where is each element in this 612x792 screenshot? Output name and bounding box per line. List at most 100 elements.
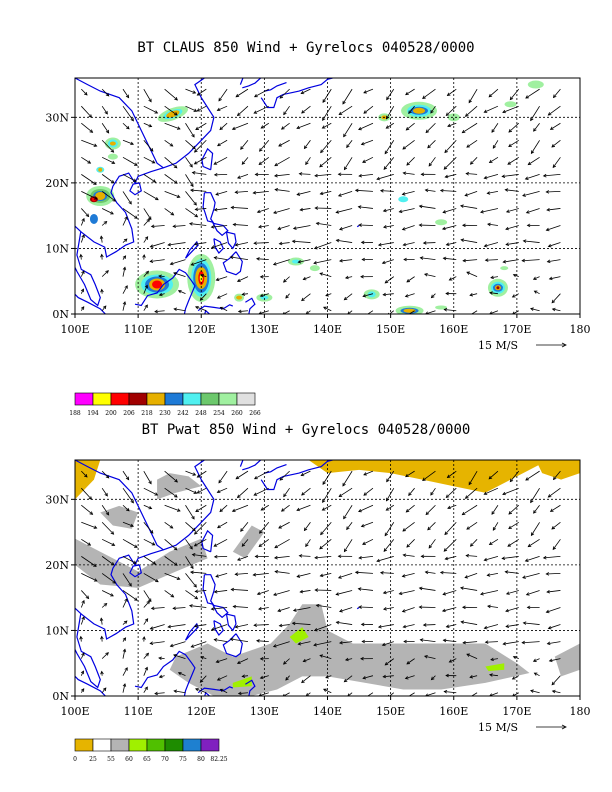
wind-vector: [386, 122, 395, 129]
wind-vector-head: [123, 238, 128, 242]
coastline: [129, 182, 142, 196]
wind-vector: [143, 208, 152, 220]
wind-vector: [382, 641, 394, 646]
wind-vector-head: [406, 279, 411, 283]
wind-vector: [192, 172, 207, 175]
wind-vector-head: [344, 657, 349, 662]
wind-vector: [345, 276, 353, 279]
wind-vector: [363, 487, 374, 496]
wind-vector: [257, 590, 269, 595]
wind-vector: [508, 521, 519, 529]
wind-vector-head: [194, 589, 199, 594]
colorbar-label: 242: [177, 410, 189, 417]
wind-vector: [427, 139, 436, 149]
wind-vector-head: [190, 644, 195, 648]
wind-vector: [383, 208, 394, 212]
wind-vector-head: [193, 161, 198, 165]
wind-vector: [279, 242, 290, 245]
wind-vector: [305, 157, 311, 165]
wind-vector-head: [105, 270, 109, 274]
wind-vector-head: [533, 128, 537, 132]
wind-vector: [489, 674, 498, 677]
wind-vector: [419, 587, 436, 591]
wind-vector: [509, 470, 520, 482]
wind-vector-head: [174, 180, 178, 184]
wind-vector-head: [144, 666, 148, 671]
wind-vector-head: [149, 626, 154, 630]
lat-label: 20N: [45, 177, 69, 190]
wind-vector: [549, 658, 561, 662]
wind-vector: [164, 122, 181, 130]
wind-vector: [464, 191, 478, 196]
wind-vector: [164, 105, 178, 116]
wind-vector: [122, 174, 137, 182]
wind-vector: [489, 538, 499, 545]
wind-vector-head: [344, 275, 349, 280]
wind-vector-head: [530, 499, 534, 504]
wind-vector: [195, 306, 207, 312]
wind-vector-head: [509, 478, 514, 483]
wind-vector-head: [240, 528, 244, 532]
wind-vector: [339, 259, 353, 262]
wind-vector: [279, 624, 290, 627]
wind-vector-head: [354, 188, 359, 193]
wind-vector: [122, 667, 128, 676]
wind-vector: [313, 259, 332, 264]
wind-vector-head: [462, 258, 467, 263]
wind-vector-head: [172, 224, 177, 229]
wind-vector-head: [213, 543, 218, 547]
wind-vector-head: [213, 638, 218, 642]
wind-vector: [213, 156, 228, 165]
wind-vector: [399, 208, 415, 213]
wind-vector: [446, 487, 457, 498]
wind-vector: [339, 607, 353, 612]
wind-vector: [406, 539, 415, 548]
wind-vector-head: [504, 570, 509, 574]
wind-vector-head: [235, 475, 240, 480]
wind-vector-head: [445, 673, 449, 678]
wind-vector-head: [460, 204, 464, 208]
wind-vector: [543, 555, 561, 559]
wind-vector-head: [241, 161, 246, 165]
wind-vector: [100, 236, 103, 243]
wind-vector-head: [93, 563, 97, 567]
wind-vector: [122, 470, 130, 480]
wind-vector: [197, 88, 207, 96]
wind-vector-head: [278, 241, 283, 246]
wind-vector: [122, 238, 128, 243]
wind-vector-head: [337, 575, 342, 579]
wind-vector-head: [142, 636, 146, 640]
colorbar-label: 70: [161, 756, 169, 763]
wind-vector: [185, 88, 196, 94]
wind-vector: [101, 521, 114, 535]
wind-vector-head: [146, 600, 151, 605]
wind-vector-head: [420, 172, 425, 177]
wind-vector-head: [134, 162, 138, 166]
wind-vector: [440, 572, 457, 574]
wind-vector-head: [169, 643, 174, 648]
wind-vector: [384, 276, 395, 284]
wind-vector-head: [483, 625, 488, 630]
lat-label: 30N: [45, 111, 69, 124]
wind-vector-head: [527, 543, 532, 548]
wind-vector-head: [174, 112, 178, 116]
coastline: [264, 82, 287, 92]
wind-vector: [530, 690, 540, 694]
wind-vector: [442, 607, 457, 612]
wind-vector: [528, 538, 540, 547]
wind-vector: [380, 190, 394, 192]
wind-vector: [546, 607, 561, 613]
wind-vector: [81, 208, 89, 217]
wind-vector-head: [460, 586, 464, 590]
wind-vector-head: [466, 653, 471, 657]
wind-vector-head: [170, 594, 175, 598]
wind-vector: [399, 590, 415, 595]
wind-vector: [279, 470, 290, 481]
wind-vector: [217, 105, 228, 111]
wind-vector-head: [253, 110, 258, 114]
wind-vector-head: [283, 111, 287, 116]
wind-vector-head: [134, 544, 138, 548]
wind-vector-head: [81, 270, 85, 275]
wind-vector-head: [234, 624, 239, 629]
wind-vector-head: [524, 176, 529, 180]
